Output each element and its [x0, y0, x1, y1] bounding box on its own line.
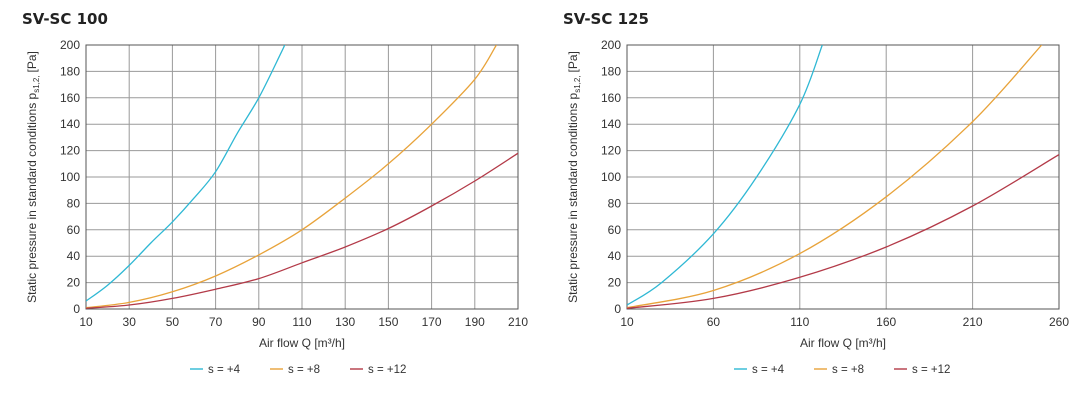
x-tick-label: 260 — [1049, 315, 1069, 329]
x-tick-label: 70 — [209, 315, 223, 329]
y-tick-label: 40 — [67, 249, 81, 263]
x-tick-label: 130 — [335, 315, 355, 329]
y-tick-label: 20 — [67, 276, 81, 290]
y-tick-label: 140 — [60, 117, 80, 131]
x-tick-label: 10 — [620, 315, 634, 329]
chart-title: SV-SC 100 — [22, 10, 108, 28]
y-axis-label-main: Static pressure in standard conditions p — [566, 92, 580, 302]
y-tick-label: 120 — [601, 144, 621, 158]
y-axis-label-subscript: s1,2, — [32, 75, 41, 92]
y-axis-label-main: Static pressure in standard conditions p — [25, 92, 39, 302]
y-tick-label: 100 — [601, 170, 621, 184]
legend-item: s = +12 — [350, 364, 406, 376]
x-tick-label: 50 — [166, 315, 180, 329]
x-tick-label: 90 — [252, 315, 266, 329]
legend-item: s = +12 — [894, 364, 950, 376]
legend-label: s = +12 — [912, 364, 950, 376]
y-axis-label-subscript: s1,2, — [573, 75, 582, 92]
legend-label: s = +8 — [832, 364, 864, 376]
y-axis-label: Static pressure in standard conditions p… — [566, 51, 582, 303]
grid — [85, 44, 519, 310]
chart-sv-sc-100: SV-SC 100 10 30 50 70 90 110 130 150 170 190 210 0 20… — [22, 10, 528, 376]
y-tick-label: 60 — [608, 223, 622, 237]
legend-item: s = +4 — [190, 364, 241, 376]
series-line-s-plus-4 — [86, 45, 286, 302]
y-tick-label: 140 — [601, 117, 621, 131]
legend-label: s = +4 — [752, 364, 785, 376]
y-tick-label: 160 — [60, 91, 80, 105]
series-line-s-plus-4 — [627, 45, 823, 306]
x-tick-label: 30 — [123, 315, 137, 329]
x-tick-label: 210 — [508, 315, 528, 329]
legend: s = +4 s = +8 s = +12 — [190, 364, 406, 376]
x-tick-label: 170 — [422, 315, 442, 329]
legend-label: s = +4 — [208, 364, 241, 376]
y-tick-label: 100 — [60, 170, 80, 184]
x-tick-label: 150 — [378, 315, 398, 329]
y-tick-label: 60 — [67, 223, 81, 237]
y-tick-label: 20 — [608, 276, 622, 290]
plot-frame — [626, 44, 1060, 310]
y-tick-label: 80 — [67, 196, 81, 210]
y-tick-label: 180 — [60, 64, 80, 78]
legend-item: s = +8 — [270, 364, 320, 376]
y-tick-label: 200 — [601, 38, 621, 52]
y-axis-label: Static pressure in standard conditions p… — [25, 51, 41, 303]
y-tick-label: 160 — [601, 91, 621, 105]
x-tick-label: 10 — [79, 315, 93, 329]
y-tick-label: 120 — [60, 144, 80, 158]
y-tick-label: 0 — [614, 302, 621, 316]
x-axis-label: Air flow Q [m³/h] — [259, 336, 345, 350]
legend: s = +4 s = +8 s = +12 — [734, 364, 950, 376]
y-tick-label: 80 — [608, 196, 622, 210]
series-line-s-plus-8 — [86, 45, 497, 309]
series-line-s-plus-12 — [627, 154, 1059, 309]
legend-item: s = +8 — [814, 364, 864, 376]
legend-item: s = +4 — [734, 364, 785, 376]
legend-label: s = +12 — [368, 364, 406, 376]
y-tick-label: 180 — [601, 64, 621, 78]
y-tick-label: 200 — [60, 38, 80, 52]
chart-title: SV-SC 125 — [563, 10, 649, 28]
series-group — [627, 45, 1059, 309]
series-line-s-plus-8 — [627, 45, 1043, 309]
x-tick-label: 160 — [876, 315, 896, 329]
x-tick-label: 110 — [790, 315, 809, 329]
x-tick-label: 210 — [963, 315, 983, 329]
x-tick-label: 60 — [707, 315, 721, 329]
series-line-s-plus-12 — [86, 152, 518, 309]
y-axis-label-unit: [Pa] — [25, 51, 39, 72]
grid — [626, 44, 1060, 310]
y-tick-label: 40 — [608, 249, 622, 263]
chart-sv-sc-125: SV-SC 125 10 60 110 160 210 260 0 20 40 60 80 100 120… — [563, 10, 1069, 376]
x-tick-label: 190 — [465, 315, 485, 329]
y-axis-label-unit: [Pa] — [566, 51, 580, 72]
series-group — [86, 45, 518, 309]
x-tick-label: 110 — [292, 315, 311, 329]
legend-label: s = +8 — [288, 364, 320, 376]
y-tick-label: 0 — [73, 302, 80, 316]
plot-frame — [85, 44, 519, 310]
x-axis-label: Air flow Q [m³/h] — [800, 336, 886, 350]
